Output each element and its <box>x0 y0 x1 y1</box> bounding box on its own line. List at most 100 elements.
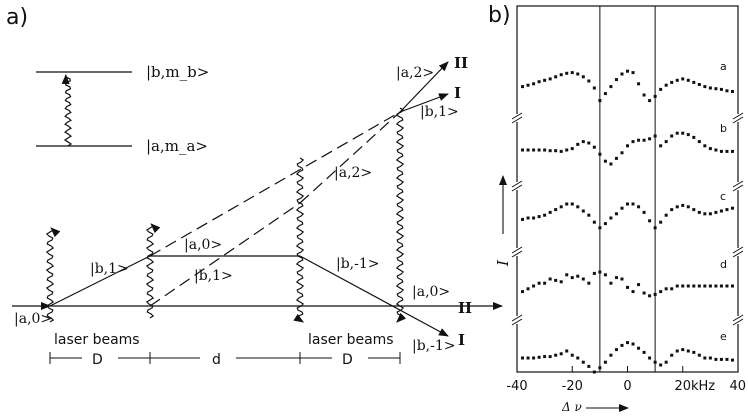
data-point <box>708 147 712 151</box>
data-point <box>642 138 646 142</box>
panel-a-label: a) <box>6 5 28 30</box>
trace-b: b <box>521 122 734 166</box>
x-tick-label: -40 <box>506 379 527 394</box>
data-point <box>708 212 712 216</box>
trace-letter-label: c <box>720 190 726 203</box>
axis-break-mark <box>511 112 523 120</box>
axis-break-gap <box>734 182 742 190</box>
data-point <box>719 149 723 153</box>
data-point <box>570 202 574 206</box>
data-point <box>659 87 663 91</box>
axis-break-mark <box>511 116 523 124</box>
trace-a: a <box>521 60 734 103</box>
data-point <box>659 220 663 224</box>
trace-letter-label: b <box>720 122 727 135</box>
data-point <box>532 356 536 360</box>
data-point <box>554 149 558 153</box>
data-point <box>675 349 679 353</box>
data-point <box>609 85 613 89</box>
output-top-arrows <box>399 61 449 113</box>
x-axis-label: Δ ν <box>561 400 582 414</box>
data-point <box>554 208 558 212</box>
data-point <box>664 140 668 144</box>
data-point <box>637 138 641 142</box>
state-label: |b,-1> <box>336 256 380 272</box>
x-tick-label: -20 <box>562 379 583 394</box>
data-point <box>670 80 674 84</box>
data-point <box>725 357 729 361</box>
y-axis-label: I <box>494 259 512 267</box>
data-point <box>697 210 701 214</box>
data-point <box>725 284 729 288</box>
state-label: |b,-1> <box>412 338 456 354</box>
data-point <box>592 86 596 90</box>
data-point <box>719 87 723 91</box>
data-point <box>653 292 657 296</box>
data-point <box>603 92 607 96</box>
trace-d: d <box>521 258 734 298</box>
axis-break-mark <box>732 318 744 326</box>
data-point <box>521 290 525 294</box>
data-point <box>659 290 663 294</box>
output-I-axis-arrow <box>299 255 449 337</box>
data-point <box>686 205 690 209</box>
data-point <box>576 205 580 209</box>
data-point <box>626 285 629 289</box>
laser-wave-4 <box>395 107 407 323</box>
data-point <box>609 353 613 357</box>
data-point <box>554 353 558 357</box>
data-point <box>603 360 607 364</box>
transition-wavy-arrow <box>61 74 73 147</box>
axis-break-gap <box>734 248 742 256</box>
port-label-II-axis: II <box>458 299 472 317</box>
data-point <box>598 99 602 103</box>
axis-break-mark <box>511 246 523 254</box>
data-point <box>526 216 530 220</box>
axis-break-gap <box>513 114 521 122</box>
port-label-I-top: I <box>454 84 461 102</box>
data-point <box>559 149 563 153</box>
data-point <box>703 85 707 89</box>
data-point <box>626 341 629 345</box>
data-point <box>620 206 624 210</box>
data-point <box>526 148 530 152</box>
data-point <box>581 140 585 144</box>
state-labels: |a,0> |b,1> |a,0> |b,1> |b,-1> |a,2> |a,… <box>14 65 459 354</box>
data-point <box>565 273 569 277</box>
beam-a2-dashed <box>299 111 401 204</box>
data-point <box>570 353 574 357</box>
data-point <box>620 72 624 76</box>
data-point <box>576 356 580 360</box>
data-point <box>719 284 723 288</box>
vertical-markers <box>599 6 656 372</box>
data-point <box>526 287 530 291</box>
data-point <box>631 140 635 144</box>
beam-b1-lower-dashed <box>149 202 301 307</box>
beam-upper-dashed <box>149 111 401 257</box>
axis-break-gap <box>513 316 521 324</box>
data-point <box>614 212 618 216</box>
data-point <box>714 87 718 91</box>
data-point <box>559 352 563 356</box>
data-point <box>675 131 679 135</box>
data-point <box>626 202 629 206</box>
laser-wave-3 <box>293 157 305 323</box>
data-point <box>725 208 729 212</box>
data-point <box>697 83 701 86</box>
data-point <box>614 78 618 82</box>
data-point <box>537 281 541 285</box>
trace-letter-label: a <box>720 60 727 73</box>
data-point <box>725 149 729 153</box>
data-point <box>664 287 668 291</box>
data-point <box>543 78 547 82</box>
data-point <box>587 364 591 368</box>
data-point <box>603 222 607 226</box>
data-point <box>565 349 569 353</box>
data-point <box>697 140 701 144</box>
data-point <box>730 90 734 93</box>
axis-break-gap <box>513 182 521 190</box>
data-point <box>592 145 596 149</box>
data-point <box>521 356 525 360</box>
data-point <box>730 358 734 362</box>
data-point <box>675 284 679 288</box>
